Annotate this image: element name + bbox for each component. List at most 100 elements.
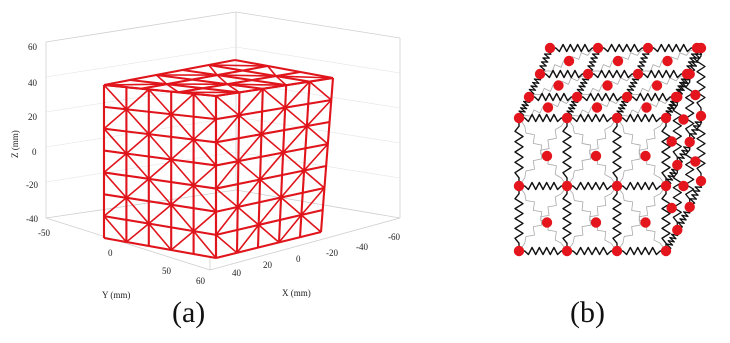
mesh-diagonal [259, 152, 284, 181]
edge-spring [638, 69, 687, 79]
mesh-diagonal [148, 204, 172, 225]
edge-spring [519, 246, 567, 256]
edge-spring [598, 43, 648, 53]
mesh-edge [215, 142, 329, 167]
mass-node [651, 80, 663, 91]
edge-springs [514, 43, 706, 256]
edge-spring [617, 246, 666, 256]
mass-node [544, 42, 556, 54]
mass-node [513, 112, 525, 124]
mass-node [690, 89, 701, 101]
mesh-edge [103, 83, 217, 98]
panel-b-mass-spring-model [513, 42, 707, 257]
edge-spring [612, 186, 622, 251]
mesh-edge [156, 73, 263, 90]
mass-node [632, 68, 644, 80]
mesh-diagonal [282, 151, 305, 172]
mass-node [590, 217, 602, 228]
mesh-diagonal [260, 107, 286, 135]
edge-spring [529, 92, 577, 102]
edge-spring [672, 165, 682, 230]
grid-line [235, 81, 401, 109]
mesh-diagonal [215, 95, 240, 116]
mesh-diagonal [148, 178, 172, 206]
inner-spring [616, 117, 667, 187]
mesh-diagonal [303, 143, 329, 172]
mesh-diagonal [260, 133, 284, 154]
edge-spring [567, 113, 617, 123]
mesh-diagonal [278, 214, 302, 243]
x-tick-label: 40 [232, 268, 242, 278]
mesh-diagonal [284, 81, 311, 109]
mesh-edge [103, 58, 236, 87]
panel-a-3d-mesh-plot: 60 40 20 0 -20 -40 Z (mm) -50 0 50 60 Y … [10, 11, 401, 300]
mesh-diagonal [170, 158, 195, 186]
mesh-diagonal [148, 88, 172, 115]
mesh-diagonal [125, 178, 150, 199]
mesh-diagonal [280, 169, 305, 199]
inner-spring [566, 185, 618, 252]
mesh-diagonal [125, 88, 150, 110]
mass-node [678, 114, 689, 125]
mass-node [672, 159, 683, 171]
mass-node [672, 224, 683, 236]
mass-node [660, 180, 672, 192]
x-tick-label: 20 [263, 260, 273, 270]
mass-node [513, 180, 525, 192]
edge-spring [562, 118, 572, 186]
mass-node [590, 150, 602, 162]
mesh-diagonal [170, 230, 195, 251]
mass-node [611, 180, 623, 192]
mesh-edge [215, 164, 327, 190]
inner-spring [616, 185, 667, 252]
edge-spring [661, 186, 671, 251]
mesh-diagonal [103, 128, 127, 155]
edge-spring [676, 206, 691, 231]
inner-spring [616, 185, 667, 252]
mesh-diagonal [267, 65, 277, 77]
mass-node [571, 91, 583, 103]
mesh-diagonal [238, 114, 262, 135]
edge-spring [696, 48, 706, 116]
mesh-diagonal [170, 138, 195, 161]
cube-mesh [102, 58, 335, 260]
mass-node [684, 68, 695, 80]
mesh-diagonal [215, 234, 238, 254]
mesh-diagonal [192, 139, 217, 166]
edge-spring [519, 181, 567, 191]
mesh-diagonal [258, 224, 280, 244]
z-tick-label: 0 [32, 147, 37, 157]
y-tick-label: 50 [162, 266, 172, 276]
edge-spring [588, 69, 638, 79]
mesh-diagonal [259, 178, 282, 199]
mesh-diagonal [275, 75, 334, 79]
mass-node [591, 102, 603, 113]
x-tick-label: -20 [326, 248, 338, 258]
mesh-diagonal [237, 179, 261, 208]
x-axis-label: X (mm) [282, 288, 311, 298]
edge-spring [696, 116, 706, 181]
mesh-diagonal [193, 93, 217, 120]
mass-node [690, 156, 701, 167]
mass-node [541, 217, 553, 228]
mass-node [582, 68, 594, 80]
edge-spring [685, 74, 695, 142]
mesh-edge [178, 70, 301, 94]
mesh-diagonal [125, 153, 150, 180]
mass-node [660, 112, 672, 124]
mass-node [660, 245, 672, 257]
mass-node [553, 80, 564, 91]
axes-box-line [45, 189, 237, 219]
mesh-diagonal [155, 74, 168, 85]
y-tick-label: 60 [196, 276, 206, 286]
mesh-diagonal [148, 133, 172, 161]
mass-node [666, 202, 677, 214]
inner-spring [518, 185, 568, 252]
mesh-diagonal [227, 83, 287, 86]
inner-spring [518, 117, 568, 187]
mass-node [611, 245, 623, 257]
inner-spring [566, 117, 618, 187]
mass-node [542, 102, 554, 113]
z-tick-label: 20 [28, 112, 38, 122]
mesh-edge [215, 120, 330, 144]
